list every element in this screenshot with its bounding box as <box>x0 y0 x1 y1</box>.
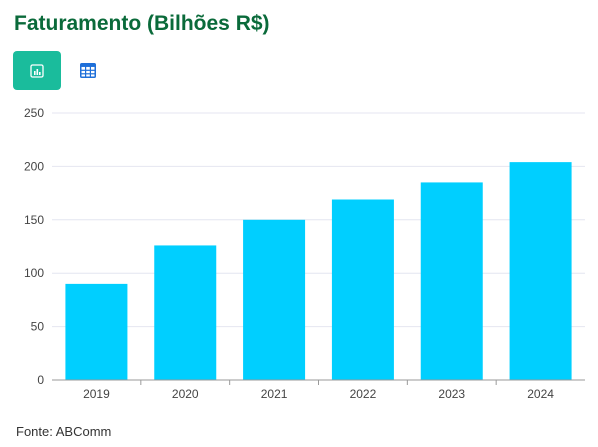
y-tick-label: 100 <box>24 266 44 280</box>
bar-chart: 0 50 100 150 200 250 2019 2020 2021 2022 2023 2024 <box>0 96 598 411</box>
bar-chart-icon <box>30 63 44 78</box>
y-tick-label: 150 <box>24 213 44 227</box>
y-tick-label: 250 <box>24 106 44 120</box>
bar[interactable] <box>243 219 306 380</box>
y-tick-label: 50 <box>31 320 45 334</box>
bars <box>65 162 572 380</box>
table-grid-icon <box>80 63 96 78</box>
x-tick-label: 2022 <box>350 387 377 401</box>
bar-chart-svg: 0 50 100 150 200 250 2019 2020 2021 2022 2023 2024 <box>24 106 585 401</box>
chart-title: Faturamento (Bilhões R$) <box>14 12 270 35</box>
x-tick-label: 2019 <box>83 387 110 401</box>
y-tick-label: 0 <box>37 373 44 387</box>
y-tick-label: 200 <box>24 159 44 173</box>
bar[interactable] <box>509 162 572 380</box>
bar[interactable] <box>65 283 128 380</box>
gridlines <box>52 112 585 328</box>
x-tick-label: 2024 <box>527 387 554 401</box>
axes: 0 50 100 150 200 250 2019 2020 2021 2022 2023 2024 <box>24 106 585 401</box>
x-tick-label: 2023 <box>438 387 465 401</box>
x-tick-label: 2020 <box>172 387 199 401</box>
bar[interactable] <box>420 182 483 380</box>
bar[interactable] <box>331 199 394 380</box>
bar[interactable] <box>154 245 217 380</box>
x-tick-label: 2021 <box>261 387 288 401</box>
view-toggle <box>13 51 106 90</box>
source-note: Fonte: ABComm <box>16 424 112 439</box>
table-view-button[interactable] <box>70 51 106 90</box>
chart-view-button[interactable] <box>13 51 61 90</box>
